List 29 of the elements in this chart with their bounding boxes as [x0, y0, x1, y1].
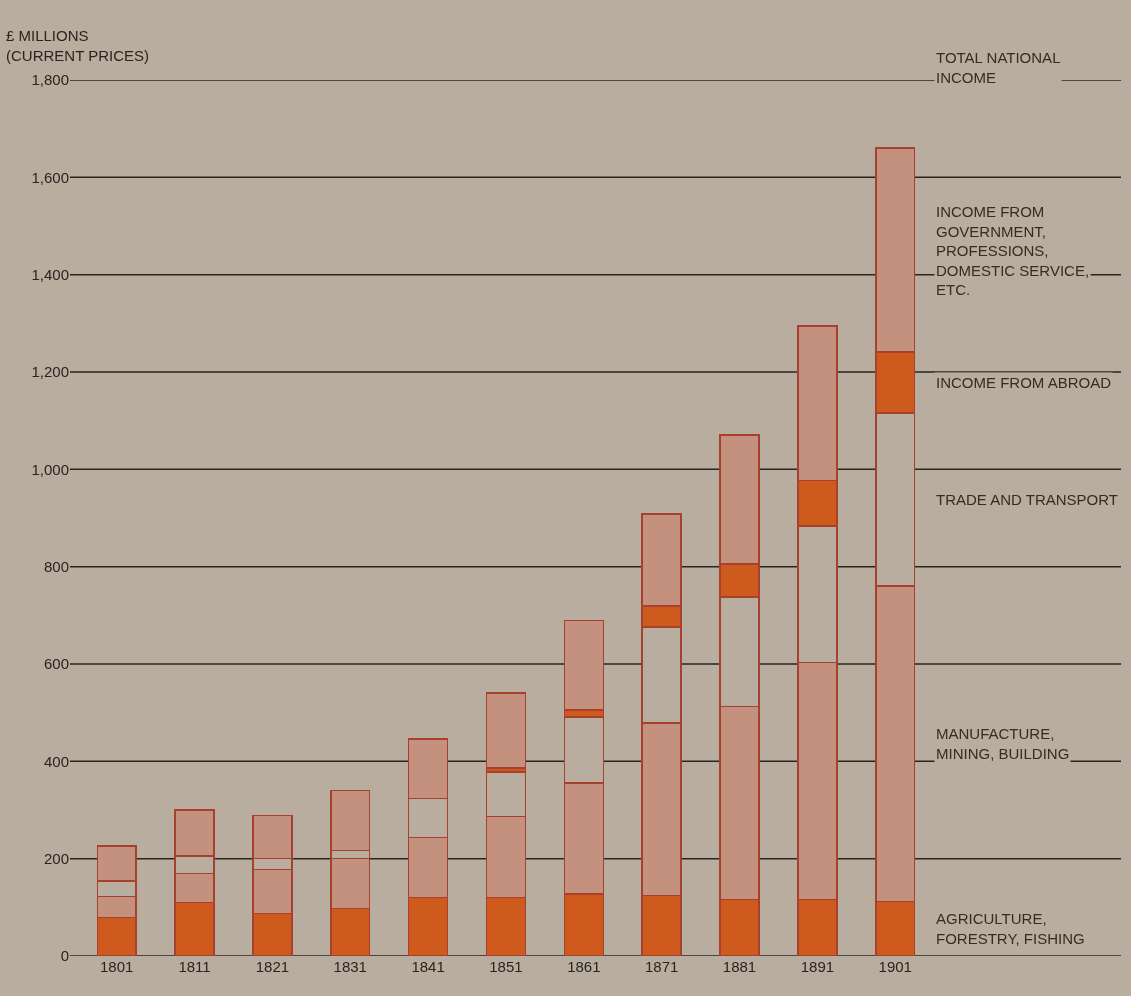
x-tick-label: 1821 [255, 958, 290, 975]
y-tick-label: 1,600 [31, 168, 69, 186]
y-tick-label: 1,400 [31, 265, 69, 283]
x-tick-label: 1871 [644, 958, 679, 975]
y-tick-label: 400 [43, 752, 69, 770]
series-label: AGRICULTURE, FORESTRY, FISHING [936, 910, 1085, 947]
y-tick-label: 600 [43, 655, 69, 673]
y-tick-label: 200 [43, 849, 69, 867]
series-label: INCOME FROM GOVERNMENT, PROFESSIONS, DOMESTIC SERVICE, ETC. [936, 203, 1090, 298]
y-tick-label: 0 [60, 947, 69, 965]
x-tick-label: 1861 [567, 958, 601, 975]
series-label: INCOME FROM ABROAD [936, 374, 1112, 391]
series-label: TRADE AND TRANSPORT [936, 491, 1118, 508]
x-tick-label: 1901 [878, 958, 912, 975]
x-tick-label: 1801 [100, 958, 134, 975]
text: TOTAL NATIONAL INCOME [936, 49, 1061, 86]
series-label: MANUFACTURE, MINING, BUILDING [936, 725, 1070, 762]
x-tick-label: 1851 [489, 958, 523, 975]
y-axis-title: £ MILLIONS (CURRENT PRICES) [6, 27, 150, 64]
y-tick-label: 1,200 [31, 363, 69, 381]
x-tick-label: 1881 [722, 958, 757, 975]
y-tick-label: 1,800 [31, 71, 69, 89]
bar [485, 692, 527, 769]
y-tick-label: 1,000 [31, 460, 69, 478]
x-tick-label: 1891 [800, 958, 835, 975]
y-tick-label: 800 [43, 557, 69, 575]
x-tick-label: 1811 [178, 958, 211, 975]
x-tick-label: 1831 [333, 958, 367, 975]
x-tick-label: 1841 [411, 958, 445, 975]
